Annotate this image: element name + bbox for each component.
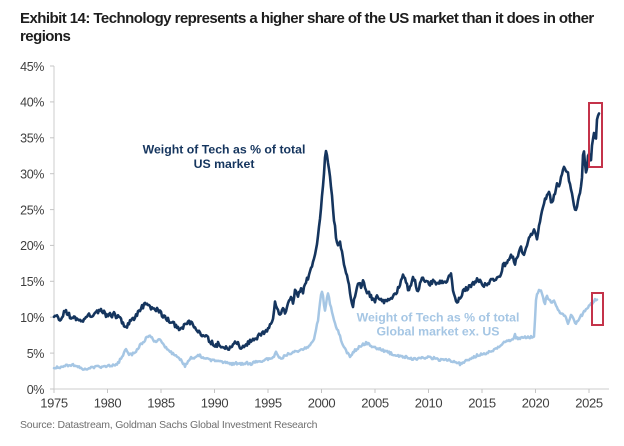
svg-text:30%: 30%: [20, 168, 44, 182]
svg-text:2010: 2010: [415, 396, 443, 411]
svg-text:2015: 2015: [468, 396, 496, 411]
svg-text:1975: 1975: [40, 396, 68, 411]
svg-text:10%: 10%: [20, 311, 44, 325]
svg-text:45%: 45%: [20, 60, 44, 74]
svg-text:2025: 2025: [575, 396, 603, 411]
svg-text:1980: 1980: [94, 396, 122, 411]
svg-text:Source: Datastream, Goldman Sa: Source: Datastream, Goldman Sachs Global…: [20, 419, 318, 431]
svg-text:2020: 2020: [522, 396, 550, 411]
svg-text:1990: 1990: [201, 396, 229, 411]
svg-text:1995: 1995: [254, 396, 282, 411]
svg-text:1985: 1985: [147, 396, 175, 411]
svg-text:Weight of Tech as % of total: Weight of Tech as % of total: [357, 311, 520, 325]
svg-text:2005: 2005: [361, 396, 389, 411]
svg-text:regions: regions: [20, 28, 71, 45]
svg-text:2000: 2000: [308, 396, 336, 411]
svg-text:Weight of Tech as % of total: Weight of Tech as % of total: [143, 143, 306, 157]
svg-text:5%: 5%: [27, 347, 45, 361]
svg-text:0%: 0%: [27, 383, 45, 397]
svg-text:20%: 20%: [20, 239, 44, 253]
svg-text:Global market ex. US: Global market ex. US: [376, 325, 499, 339]
svg-text:US market: US market: [194, 157, 255, 171]
svg-text:35%: 35%: [20, 132, 44, 146]
svg-text:40%: 40%: [20, 96, 44, 110]
svg-text:Exhibit 14: Technology represe: Exhibit 14: Technology represents a high…: [20, 10, 594, 27]
svg-text:25%: 25%: [20, 203, 44, 217]
svg-text:15%: 15%: [20, 275, 44, 289]
